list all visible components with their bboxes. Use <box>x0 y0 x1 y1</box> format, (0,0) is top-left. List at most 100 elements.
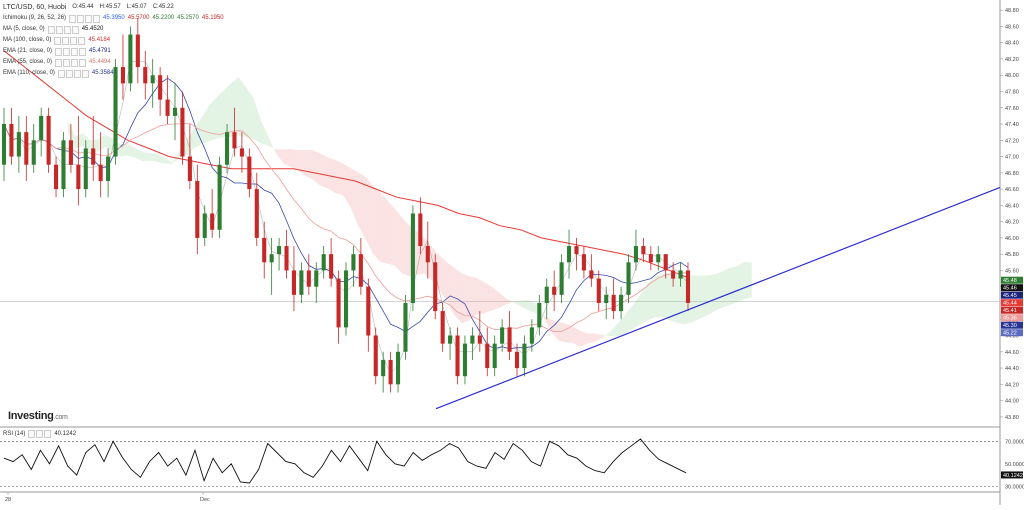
candle-body <box>418 213 423 247</box>
ichimoku-cloud-segment <box>491 286 500 311</box>
ichimoku-cloud-segment <box>387 200 395 266</box>
ichimoku-cloud-segment <box>476 277 485 315</box>
indicator-settings-boxes[interactable] <box>54 36 86 45</box>
candle-body <box>232 132 237 149</box>
ichimoku-cloud-segment <box>528 299 537 314</box>
rsi-tick-label: 50.0000 <box>1005 462 1024 468</box>
ichimoku-cloud-segment <box>565 323 574 344</box>
ichimoku-cloud-segment <box>707 274 715 316</box>
time-tick-label: Dec <box>200 497 210 503</box>
price-badge-label: 45.44 <box>1003 301 1017 307</box>
candle-body <box>150 75 155 84</box>
ichimoku-cloud-segment <box>275 149 284 164</box>
indicator-row[interactable]: EMA (55, close, 0) 45.4494 <box>3 57 224 68</box>
indicator-label: Ichimoku (9, 26, 52, 26) <box>3 15 67 21</box>
price-tick-label: 44.00 <box>1005 399 1019 405</box>
candle-body <box>299 270 304 295</box>
ichimoku-cloud-segment <box>640 283 648 325</box>
indicator-value: 45.2570 <box>177 15 199 21</box>
candle-body <box>559 262 564 295</box>
candle-body <box>395 351 401 385</box>
candle-body <box>128 34 133 84</box>
candle-body <box>440 311 445 344</box>
indicator-row[interactable]: MA (100, close, 0) 45.4184 <box>3 35 224 46</box>
candle-body <box>485 343 490 369</box>
ichimoku-cloud-segment <box>283 149 291 167</box>
candle-body <box>381 359 386 377</box>
ohlc-high: H:45.57 <box>99 4 121 10</box>
candle-body <box>329 254 334 279</box>
indicator-value: 45.2200 <box>152 15 175 21</box>
ichimoku-cloud-segment <box>670 272 678 324</box>
price-tick-label: 44.60 <box>1005 350 1019 356</box>
rsi-tick-label: 70.0000 <box>1005 439 1024 445</box>
candle-body <box>448 335 453 344</box>
indicator-settings-boxes[interactable] <box>69 14 101 23</box>
candle-body <box>671 270 676 279</box>
candle-body <box>500 327 505 344</box>
candle-body <box>388 359 393 385</box>
ichimoku-cloud-segment <box>201 105 210 145</box>
indicator-label: MA (5, close, 0) <box>3 26 45 32</box>
ichimoku-cloud-segment <box>350 167 358 225</box>
ichimoku-cloud-segment <box>595 333 604 342</box>
chart-legend: LTC/USD, 60, Huobi O:45.44 H:45.57 L:45.… <box>3 2 224 79</box>
ichimoku-cloud-segment <box>313 149 321 186</box>
candle-body <box>143 67 148 84</box>
rsi-value: 40.1242 <box>54 431 77 437</box>
ichimoku-cloud-segment <box>394 208 403 274</box>
indicator-settings-boxes[interactable] <box>47 25 79 34</box>
candle-body <box>16 132 21 157</box>
candle-body <box>373 335 378 377</box>
symbol-title: LTC/USD, 60, Huobi <box>3 4 67 11</box>
indicator-settings-boxes[interactable] <box>57 69 89 78</box>
candle-body <box>247 156 252 190</box>
ichimoku-cloud-segment <box>729 266 737 306</box>
price-tick-label: 48.00 <box>1005 73 1019 79</box>
price-tick-label: 45.60 <box>1005 268 1019 274</box>
candle-body <box>619 294 624 312</box>
candle-body <box>529 327 534 344</box>
ichimoku-cloud-segment <box>134 147 143 161</box>
candle-body <box>425 246 430 263</box>
price-tick-label: 48.60 <box>1005 24 1019 30</box>
candle-body <box>492 343 497 369</box>
indicator-row[interactable]: MA (5, close, 0) 45.4520 <box>3 24 224 35</box>
candle-body <box>76 164 81 190</box>
candle-body <box>224 132 230 165</box>
indicator-row[interactable]: EMA (21, close, 0) 45.4791 <box>3 46 224 57</box>
ichimoku-cloud-segment <box>305 149 314 180</box>
indicator-row[interactable]: EMA (110, close, 0) 45.3584 <box>3 68 224 79</box>
price-badge <box>1001 321 1023 329</box>
price-tick-label: 46.60 <box>1005 187 1019 193</box>
indicator-settings-boxes[interactable] <box>55 47 87 56</box>
candle-body <box>477 335 482 344</box>
candle-body <box>685 270 691 303</box>
indicator-label: EMA (110, close, 0) <box>3 70 55 76</box>
ichimoku-cloud-segment <box>625 305 633 334</box>
candle-body <box>269 254 274 263</box>
ichimoku-cloud-segment <box>692 275 700 323</box>
ichimoku-cloud-segment <box>513 300 522 307</box>
candle-body <box>68 140 73 165</box>
candle-body <box>39 115 44 141</box>
rsi-line <box>3 438 687 484</box>
candle-body <box>291 270 297 295</box>
candle-body <box>537 302 542 328</box>
indicator-settings-boxes[interactable] <box>55 58 87 67</box>
rsi-settings-boxes[interactable] <box>28 430 52 438</box>
ichimoku-cloud-segment <box>617 314 626 337</box>
ichimoku-cloud-segment <box>253 98 262 144</box>
ichimoku-cloud-segment <box>82 133 91 153</box>
ichimoku-cloud-segment <box>662 272 671 321</box>
candle-body <box>9 124 14 157</box>
price-badge <box>1001 291 1023 299</box>
indicator-label: EMA (55, close, 0) <box>3 59 53 65</box>
candle-body <box>195 180 200 238</box>
ichimoku-cloud-segment <box>677 275 685 325</box>
indicator-value: 45.3584 <box>91 70 114 76</box>
indicator-row[interactable]: Ichimoku (9, 26, 52, 26) 45.3950 45.5700 45… <box>3 13 224 24</box>
indicator-value: 45.4520 <box>81 26 104 32</box>
